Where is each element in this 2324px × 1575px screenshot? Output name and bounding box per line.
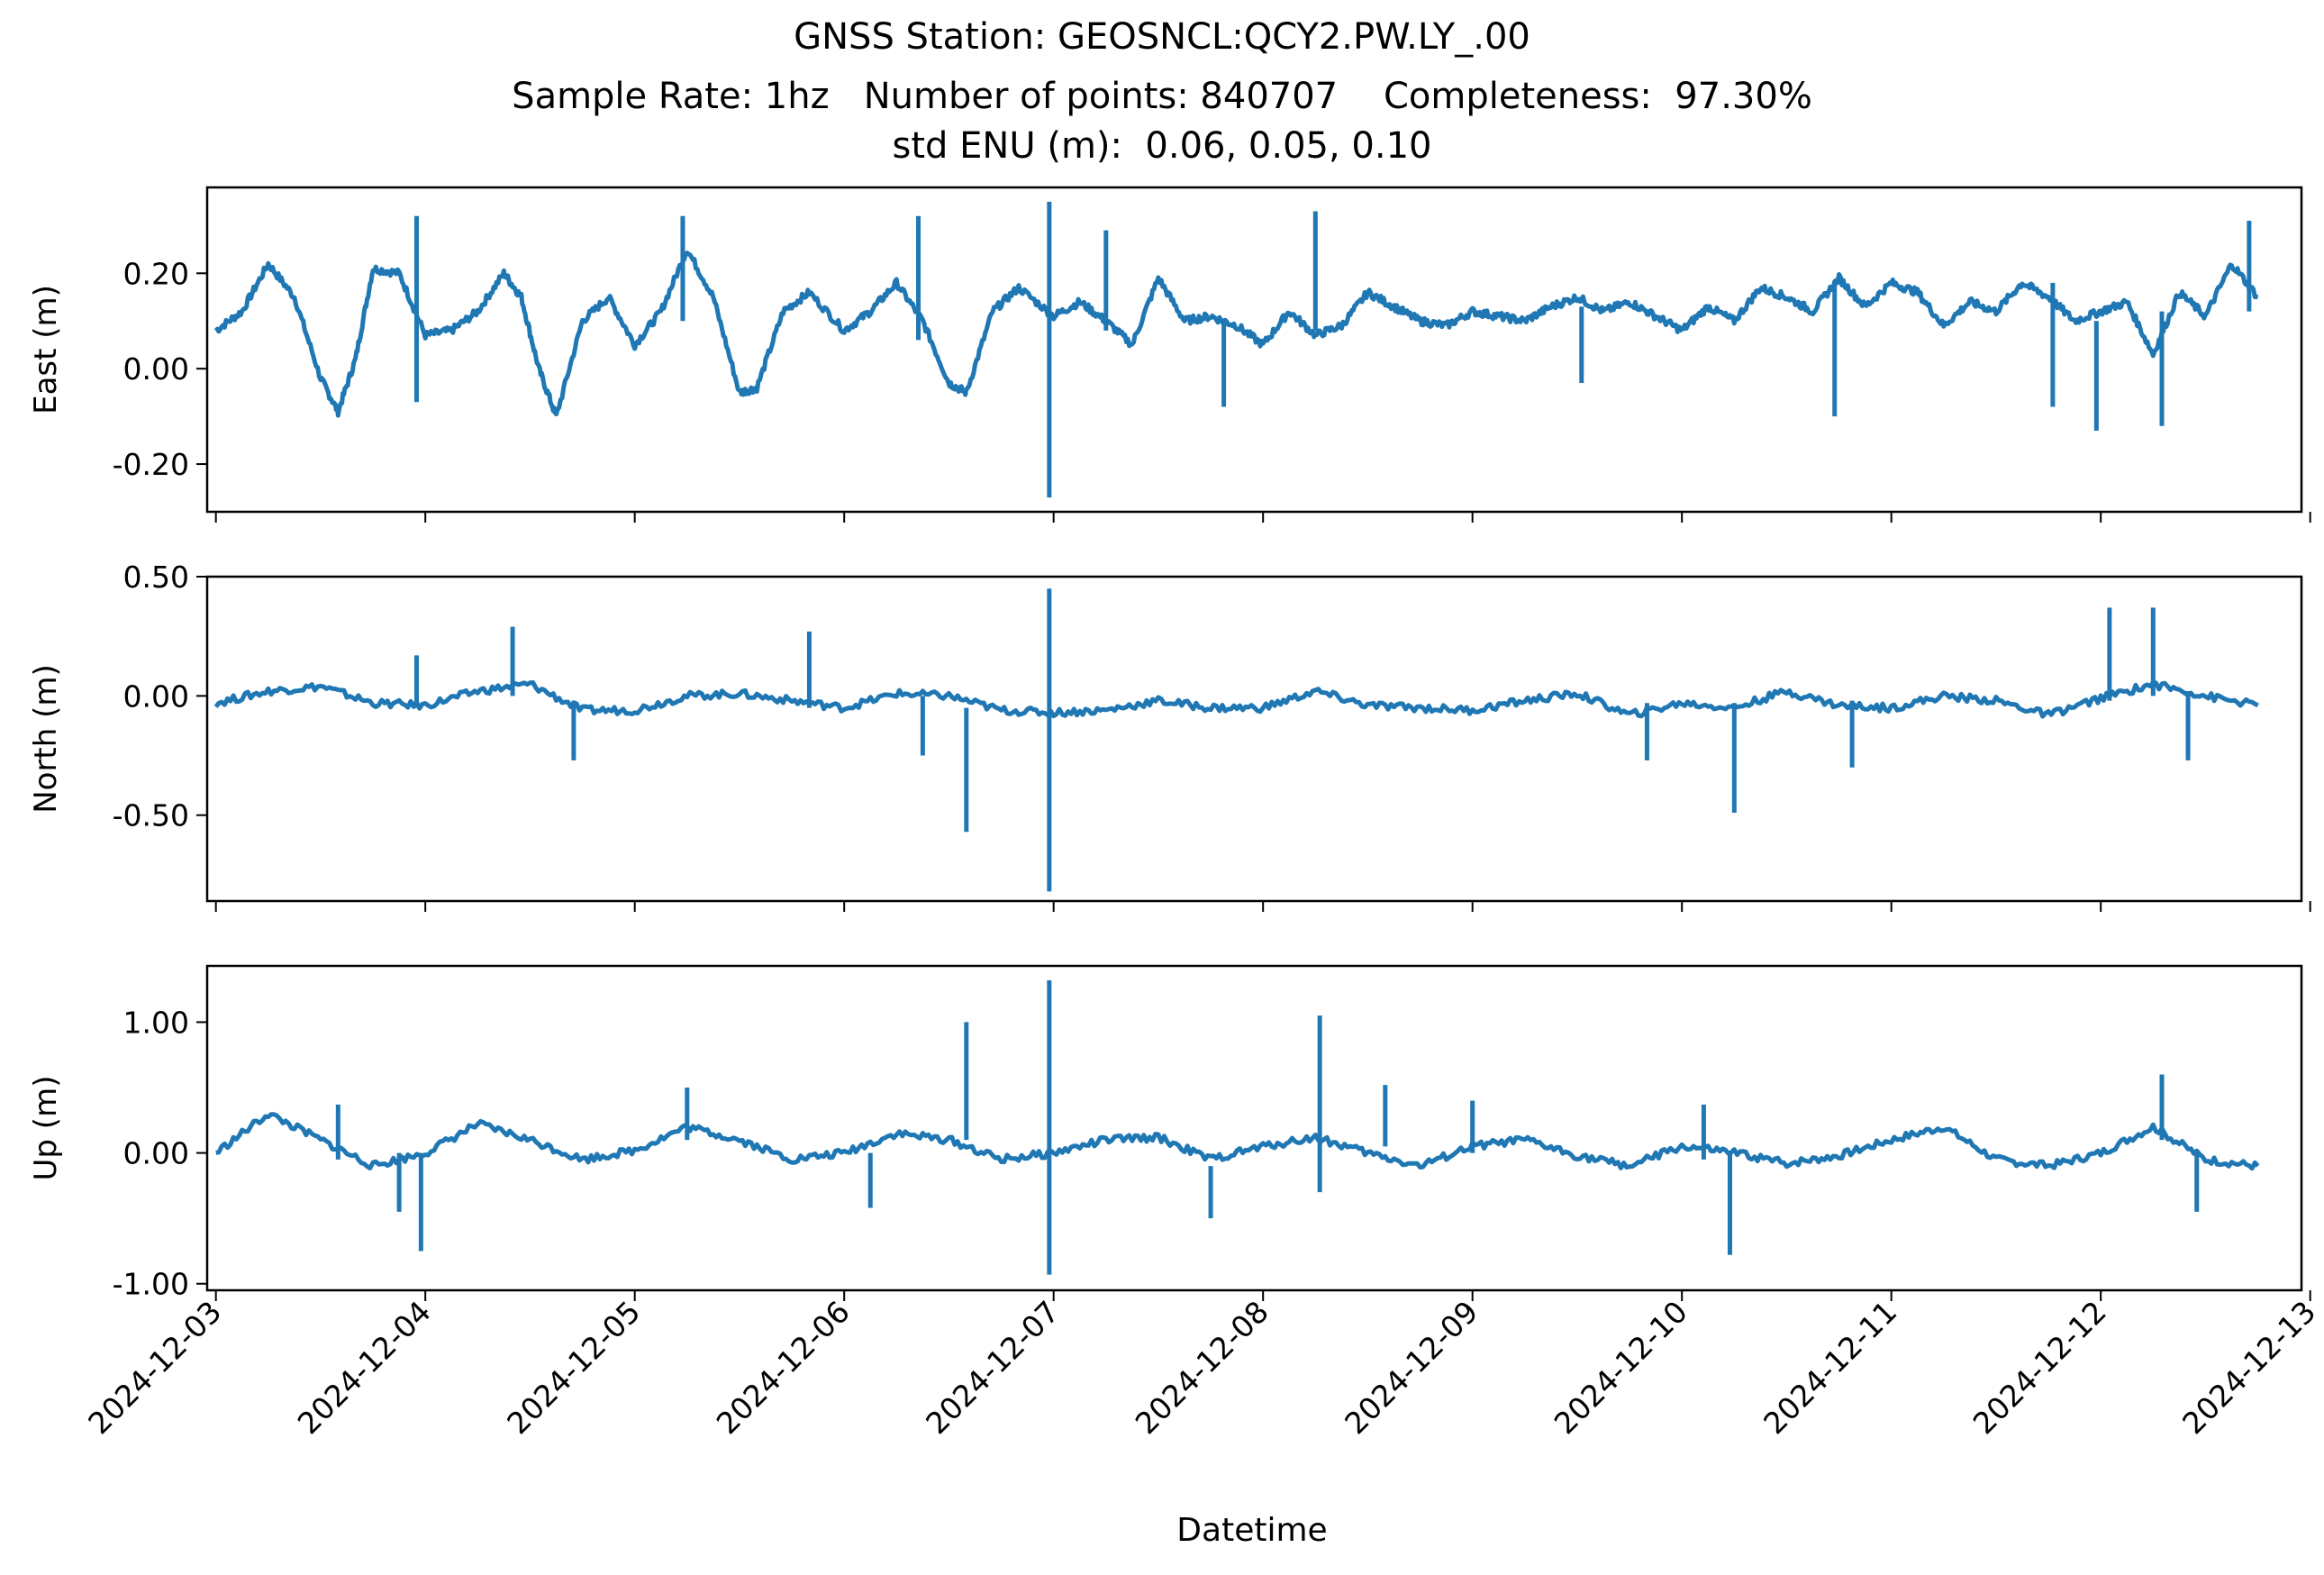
up-ytick-label: 0.00 — [123, 1136, 189, 1171]
x-tick-label: 2024-12-10 — [1548, 1294, 1694, 1441]
up-series-line — [215, 1112, 2260, 1171]
x-tick-label: 2024-12-08 — [1129, 1294, 1275, 1441]
east-ylabel: East (m) — [28, 285, 64, 414]
x-tick-label: 2024-12-04 — [291, 1294, 438, 1441]
east-ytick-label: 0.20 — [123, 256, 189, 291]
up-ytick-label: -1.00 — [113, 1267, 189, 1302]
x-tick-label: 2024-12-13 — [2175, 1294, 2322, 1441]
east-axes-frame — [205, 186, 2303, 514]
up-ytick-label: 1.00 — [123, 1005, 189, 1040]
east-ytick-label: 0.00 — [123, 351, 189, 387]
x-tick-label: 2024-12-11 — [1757, 1294, 1903, 1441]
north-panel: 0.50 0.00 -0.50 North (m) — [28, 560, 2311, 912]
east-panel: 0.20 0.00 -0.20 East (m) — [28, 186, 2311, 523]
x-tick-label: 2024-12-03 — [81, 1294, 228, 1441]
figure-title-line-2: Sample Rate: 1hz Number of points: 84070… — [512, 76, 1812, 117]
up-axes-frame — [205, 964, 2303, 1292]
north-axes-frame — [205, 575, 2303, 903]
x-tick-label: 2024-12-06 — [710, 1294, 857, 1441]
x-tick-label: 2024-12-05 — [500, 1294, 647, 1441]
x-tick-label: 2024-12-12 — [1966, 1294, 2113, 1441]
north-series-line — [213, 680, 2259, 719]
x-axis: 2024-12-03 2024-12-04 2024-12-05 2024-12-06… — [81, 1294, 2322, 1441]
x-axis-label: Datetime — [1176, 1512, 1327, 1549]
east-ytick-label: -0.20 — [113, 447, 189, 482]
up-ylabel: Up (m) — [28, 1076, 64, 1181]
north-ylabel: North (m) — [28, 664, 64, 814]
east-series-line — [213, 250, 2259, 418]
figure-title-line-3: std ENU (m): 0.06, 0.05, 0.10 — [892, 125, 1432, 167]
up-panel: 1.00 0.00 -1.00 Up (m) — [28, 964, 2311, 1302]
north-ytick-label: -0.50 — [113, 798, 189, 833]
north-ytick-label: 0.50 — [123, 560, 189, 595]
figure-title-line-1: GNSS Station: GEOSNCL:QCY2.PW.LY_.00 — [794, 16, 1530, 58]
x-tick-label: 2024-12-07 — [919, 1294, 1066, 1441]
north-ytick-label: 0.00 — [123, 678, 189, 714]
x-tick-label: 2024-12-09 — [1338, 1294, 1484, 1441]
